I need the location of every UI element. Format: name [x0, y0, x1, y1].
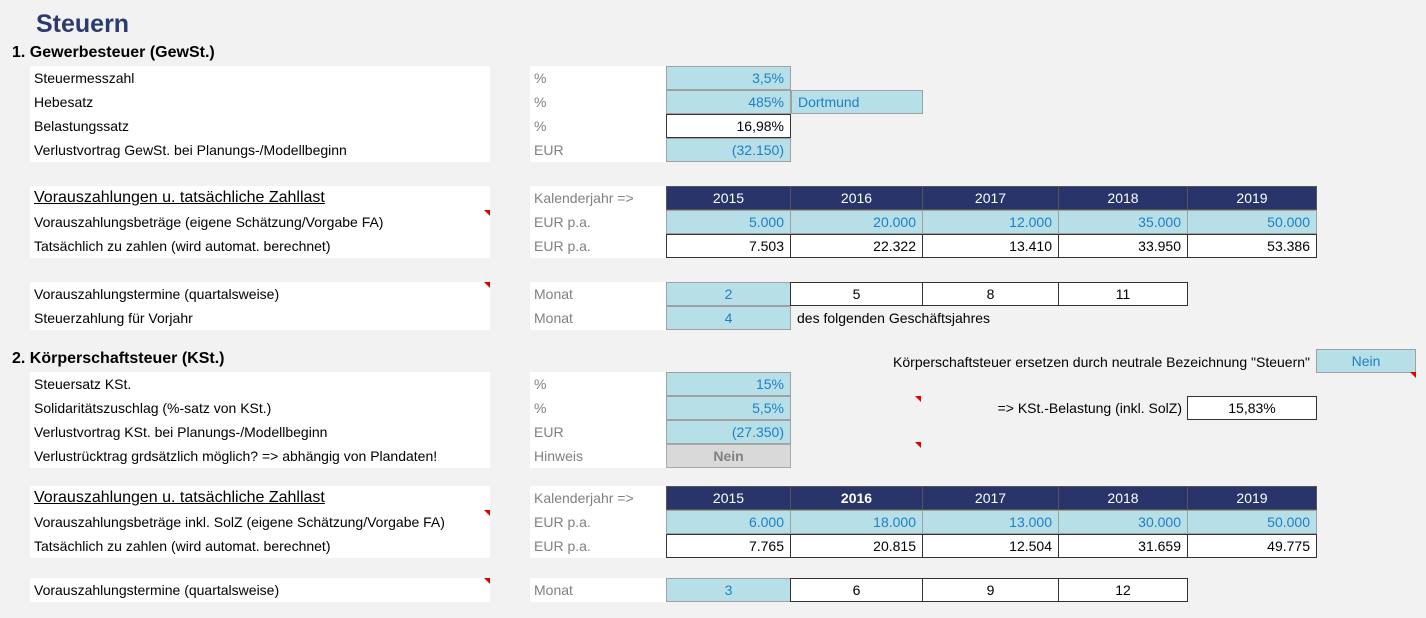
row-unit: EUR p.a. [530, 510, 666, 534]
row-unit: % [530, 114, 666, 138]
row-label: Steuerzahlung für Vorjahr [30, 306, 490, 330]
comment-marker-icon[interactable] [915, 442, 921, 448]
prepayment-month-cell[interactable]: 2 [666, 282, 791, 306]
year-header: 2017 [922, 486, 1059, 510]
row-label: Belastungssatz [30, 114, 490, 138]
belastungssatz-value: 16,98% [666, 114, 791, 138]
row-unit: % [530, 372, 666, 396]
actual-payment-value: 12.504 [922, 534, 1059, 558]
section-heading-kst: 2. Körperschaftsteuer (KSt.) [12, 350, 225, 367]
replace-label: Körperschaftsteuer ersetzen durch neutra… [893, 354, 1310, 370]
prepayment-input[interactable]: 6.000 [666, 510, 791, 534]
row-label: Verlustrücktrag grdsätzlich möglich? => … [30, 444, 490, 468]
row-unit: % [530, 66, 666, 90]
row-label: Vorauszahlungstermine (quartalsweise) [30, 282, 490, 306]
row-unit: Monat [530, 306, 666, 330]
row-label: Steuersatz KSt. [30, 372, 490, 396]
prepayment-month-cell: 11 [1058, 282, 1188, 306]
prepayment-month-cell[interactable]: 3 [666, 578, 791, 602]
comment-marker-icon[interactable] [915, 396, 921, 402]
actual-payment-value: 7.503 [666, 234, 791, 258]
row-label: Steuermesszahl [30, 66, 490, 90]
year-header: 2019 [1187, 486, 1317, 510]
prepayment-input[interactable]: 5.000 [666, 210, 791, 234]
year-header: 2019 [1187, 186, 1317, 210]
row-unit: EUR [530, 138, 666, 162]
row-unit: Monat [530, 282, 666, 306]
comment-marker-icon[interactable] [484, 510, 490, 516]
belastung-label: => KSt.-Belastung (inkl. SolZ) [997, 400, 1182, 416]
row-unit: EUR p.a. [530, 534, 666, 558]
section-heading-gewst: 1. Gewerbesteuer (GewSt.) [12, 44, 215, 61]
prepayment-month-cell: 8 [922, 282, 1059, 306]
city-input[interactable]: Dortmund [791, 90, 923, 114]
row-label: Vorauszahlungstermine (quartalsweise) [30, 578, 490, 602]
soli-input[interactable]: 5,5% [666, 396, 791, 420]
year-header: 2015 [666, 186, 791, 210]
replace-select[interactable]: Nein [1316, 349, 1416, 373]
year-header: 2018 [1058, 486, 1188, 510]
row-unit: % [530, 396, 666, 420]
prepayment-input[interactable]: 50.000 [1187, 510, 1317, 534]
row-unit: % [530, 90, 666, 114]
steuersatz-kst-input[interactable]: 15% [666, 372, 791, 396]
actual-payment-value: 53.386 [1187, 234, 1317, 258]
row-unit: EUR [530, 420, 666, 444]
row-label: Tatsächlich zu zahlen (wird automat. ber… [30, 534, 490, 558]
prepayment-input[interactable]: 13.000 [922, 510, 1059, 534]
row-label: Vorauszahlungsbeträge (eigene Schätzung/… [30, 210, 490, 234]
year-header: 2015 [666, 486, 791, 510]
vorjahr-note: des folgenden Geschäftsjahres [797, 310, 991, 326]
comment-marker-icon[interactable] [1410, 372, 1416, 378]
hebesatz-input[interactable]: 485% [666, 90, 791, 114]
comment-marker-icon[interactable] [484, 210, 490, 216]
steuermesszahl-input[interactable]: 3,5% [666, 66, 791, 90]
row-label: Hebesatz [30, 90, 490, 114]
year-header: 2018 [1058, 186, 1188, 210]
page-title: Steuern [36, 10, 130, 38]
row-label: Verlustvortrag KSt. bei Planungs-/Modell… [30, 420, 490, 444]
actual-payment-value: 20.815 [790, 534, 923, 558]
prepayment-input[interactable]: 12.000 [922, 210, 1059, 234]
verlustvortrag-gewst-input[interactable]: (32.150) [666, 138, 791, 162]
year-header: 2016 [790, 486, 923, 510]
prepayment-input[interactable]: 50.000 [1187, 210, 1317, 234]
table-title: Vorauszahlungen u. tatsächliche Zahllast [30, 186, 490, 210]
vorjahr-month-input[interactable]: 4 [666, 306, 791, 330]
year-header: 2016 [790, 186, 923, 210]
comment-marker-icon[interactable] [484, 578, 490, 584]
actual-payment-value: 49.775 [1187, 534, 1317, 558]
actual-payment-value: 33.950 [1058, 234, 1188, 258]
prepayment-input[interactable]: 18.000 [790, 510, 923, 534]
actual-payment-value: 13.410 [922, 234, 1059, 258]
actual-payment-value: 31.659 [1058, 534, 1188, 558]
row-unit: Hinweis [530, 444, 666, 468]
prepayment-month-cell: 12 [1058, 578, 1188, 602]
verlustruecktrag-value: Nein [666, 444, 791, 468]
prepayment-month-cell: 6 [790, 578, 923, 602]
comment-marker-icon[interactable] [484, 282, 490, 288]
actual-payment-value: 22.322 [790, 234, 923, 258]
prepayment-input[interactable]: 20.000 [790, 210, 923, 234]
prepayment-month-cell: 9 [922, 578, 1059, 602]
row-label: Solidaritätszuschlag (%-satz von KSt.) [30, 396, 490, 420]
row-unit: EUR p.a. [530, 210, 666, 234]
actual-payment-value: 7.765 [666, 534, 791, 558]
row-unit: Monat [530, 578, 666, 602]
table-unit: Kalenderjahr => [530, 486, 666, 510]
table-unit: Kalenderjahr => [530, 186, 666, 210]
row-label: Vorauszahlungsbeträge inkl. SolZ (eigene… [30, 510, 490, 534]
year-header: 2017 [922, 186, 1059, 210]
prepayment-input[interactable]: 35.000 [1058, 210, 1188, 234]
prepayment-month-cell: 5 [790, 282, 923, 306]
row-label: Tatsächlich zu zahlen (wird automat. ber… [30, 234, 490, 258]
table-title: Vorauszahlungen u. tatsächliche Zahllast [30, 486, 490, 510]
belastung-value: 15,83% [1187, 396, 1317, 420]
prepayment-input[interactable]: 30.000 [1058, 510, 1188, 534]
row-unit: EUR p.a. [530, 234, 666, 258]
verlustvortrag-kst-input[interactable]: (27.350) [666, 420, 791, 444]
row-label: Verlustvortrag GewSt. bei Planungs-/Mode… [30, 138, 490, 162]
